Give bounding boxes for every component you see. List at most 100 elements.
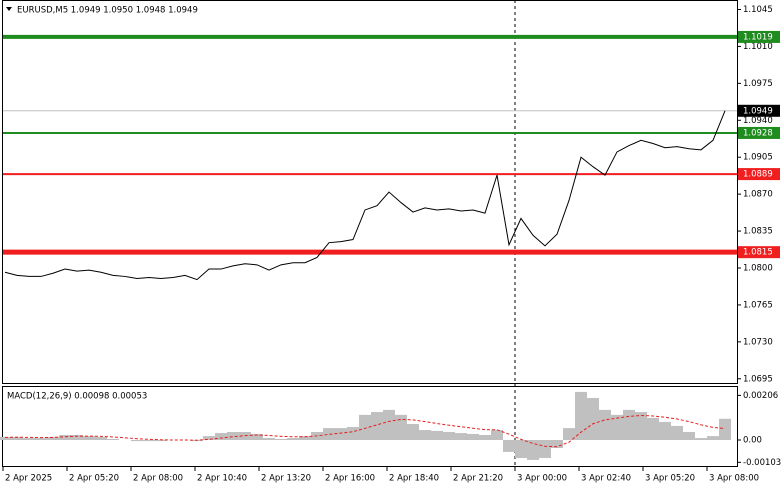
macd-bar bbox=[227, 431, 239, 440]
current-price-label: 1.0949 bbox=[743, 106, 773, 116]
macd-bar bbox=[503, 440, 515, 452]
macd-bar bbox=[695, 438, 707, 440]
macd-bar bbox=[371, 412, 383, 440]
macd-bar bbox=[419, 430, 431, 440]
macd-bar bbox=[647, 417, 659, 440]
macd-bar bbox=[155, 440, 167, 442]
y-tick-label: 1.0870 bbox=[743, 190, 773, 200]
x-tick-label: 2 Apr 2025 bbox=[5, 474, 52, 484]
macd-bar bbox=[359, 414, 371, 440]
x-tick-label: 3 Apr 08:00 bbox=[709, 474, 759, 484]
macd-bar bbox=[131, 440, 143, 442]
price-line bbox=[4, 110, 726, 281]
level-label: 1.1019 bbox=[743, 32, 773, 42]
x-tick-label: 3 Apr 05:20 bbox=[645, 474, 695, 484]
macd-bar bbox=[719, 418, 731, 440]
level-label-box bbox=[738, 126, 780, 139]
macd-bar bbox=[47, 436, 59, 440]
macd-bar bbox=[0, 436, 11, 440]
macd-bar bbox=[563, 428, 575, 440]
macd-bar bbox=[575, 391, 587, 440]
macd-bar bbox=[611, 414, 623, 440]
macd-bar bbox=[515, 440, 527, 458]
macd-bar bbox=[707, 436, 719, 440]
level-label-box bbox=[738, 30, 780, 43]
level-label: 1.0889 bbox=[743, 170, 773, 180]
x-tick-label: 2 Apr 05:20 bbox=[69, 474, 119, 484]
macd-bar bbox=[599, 409, 611, 440]
y-tick-label: 0.00206 bbox=[743, 391, 778, 401]
macd-bar bbox=[215, 433, 227, 440]
macd-bar bbox=[35, 438, 47, 440]
y-tick-label: 1.1045 bbox=[743, 5, 773, 15]
macd-bar bbox=[407, 423, 419, 440]
macd-title: MACD(12,26,9) 0.00098 0.00053 bbox=[7, 392, 147, 402]
x-tick-label: 2 Apr 16:00 bbox=[325, 474, 375, 484]
macd-bar bbox=[23, 438, 35, 440]
macd-bar bbox=[671, 425, 683, 440]
macd-bar bbox=[635, 412, 647, 440]
macd-bar bbox=[299, 436, 311, 440]
y-tick-label: 1.0905 bbox=[743, 153, 773, 163]
y-tick-label: 1.0765 bbox=[743, 300, 773, 310]
level-label: 1.0815 bbox=[743, 248, 773, 258]
macd-bar bbox=[383, 409, 395, 440]
x-tick-label: 2 Apr 10:40 bbox=[197, 474, 247, 484]
x-tick-label: 2 Apr 08:00 bbox=[133, 474, 183, 484]
level-label-box bbox=[738, 168, 780, 181]
macd-frame bbox=[2, 386, 738, 467]
current-price-box bbox=[738, 104, 780, 117]
macd-bar bbox=[395, 414, 407, 440]
macd-bar bbox=[491, 430, 503, 440]
macd-bar bbox=[455, 433, 467, 440]
y-tick-label: 1.0835 bbox=[743, 227, 773, 237]
x-tick-label: 3 Apr 00:00 bbox=[517, 474, 567, 484]
macd-bar bbox=[467, 433, 479, 440]
x-tick-label: 2 Apr 13:20 bbox=[261, 474, 311, 484]
macd-bar bbox=[443, 431, 455, 440]
x-tick-label: 3 Apr 02:40 bbox=[581, 474, 631, 484]
macd-bar bbox=[59, 435, 71, 440]
macd-bar bbox=[623, 409, 635, 440]
y-tick-label: 1.0975 bbox=[743, 79, 773, 89]
macd-bar bbox=[431, 430, 443, 440]
macd-bar bbox=[203, 436, 215, 440]
y-tick-label: -0.00103 bbox=[743, 458, 781, 468]
macd-bar bbox=[479, 435, 491, 440]
macd-bar bbox=[11, 436, 23, 440]
price-frame bbox=[2, 0, 738, 384]
macd-bar bbox=[539, 440, 551, 458]
level-label-box bbox=[738, 246, 780, 259]
macd-bar bbox=[347, 427, 359, 440]
y-tick-label: 1.0940 bbox=[743, 116, 773, 126]
chart-title: EURUSD,M5 1.0949 1.0950 1.0948 1.0949 bbox=[17, 6, 198, 16]
macd-bar bbox=[107, 438, 119, 440]
macd-bar bbox=[263, 438, 275, 440]
x-tick-label: 2 Apr 21:20 bbox=[453, 474, 503, 484]
macd-bar bbox=[323, 428, 335, 440]
macd-bar bbox=[551, 440, 563, 449]
macd-bar bbox=[287, 438, 299, 440]
macd-bar bbox=[683, 431, 695, 440]
macd-bar bbox=[143, 440, 155, 442]
level-label: 1.0928 bbox=[743, 128, 773, 138]
signal-line bbox=[4, 415, 726, 448]
menu-arrow[interactable] bbox=[6, 7, 12, 11]
y-tick-label: 0.00 bbox=[743, 436, 762, 446]
macd-bar bbox=[587, 397, 599, 440]
macd-bar bbox=[71, 435, 83, 440]
macd-bar bbox=[83, 436, 95, 440]
y-tick-label: 1.1010 bbox=[743, 42, 773, 52]
macd-bar bbox=[527, 440, 539, 460]
x-tick-label: 2 Apr 18:40 bbox=[389, 474, 439, 484]
y-tick-label: 1.0800 bbox=[743, 263, 773, 273]
macd-bar bbox=[335, 428, 347, 440]
macd-bar bbox=[251, 433, 263, 440]
macd-bar bbox=[275, 438, 287, 440]
y-tick-label: 1.0695 bbox=[743, 374, 773, 384]
y-tick-label: 1.0730 bbox=[743, 337, 773, 347]
macd-bar bbox=[659, 422, 671, 440]
macd-bar bbox=[95, 436, 107, 440]
